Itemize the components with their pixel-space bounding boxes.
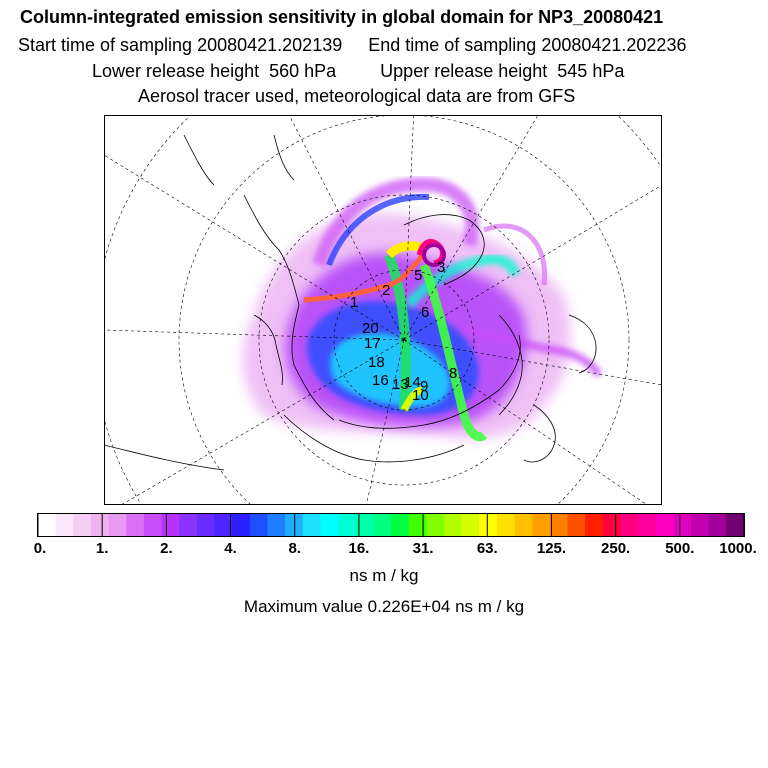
- colorbar-swatch: [443, 514, 463, 536]
- colorbar-tick-label: 8.: [288, 540, 301, 557]
- colorbar-tick-label: 0.: [33, 540, 47, 557]
- plume-field: [243, 177, 603, 442]
- colorbar-tick-label: 31.: [412, 540, 434, 557]
- colorbar-swatch: [620, 514, 639, 536]
- colorbar-swatch: [302, 514, 321, 536]
- colorbar-swatch: [691, 514, 710, 536]
- colorbar-swatch: [532, 514, 551, 536]
- colorbar-swatch: [320, 514, 339, 536]
- colorbar-swatch: [496, 514, 516, 536]
- colorbar-swatch: [585, 514, 604, 536]
- colorbar-swatch: [514, 514, 533, 536]
- colorbar-swatch: [726, 514, 745, 536]
- colorbar-swatch: [232, 514, 251, 536]
- traj-label: 8: [449, 365, 457, 382]
- start-time-label: Start time of sampling 20080421.202139: [18, 35, 343, 55]
- sampling-times: Start time of sampling 20080421.202139 En…: [18, 36, 686, 54]
- colorbar-swatch: [38, 514, 57, 536]
- sensitivity-map: 1 2 5 3 6 20 17 18 16 14 13 9 10 8: [104, 115, 662, 505]
- colorbar-swatch: [408, 514, 427, 536]
- colorbar-swatch: [673, 514, 692, 536]
- colorbar-tick-label: 1.: [95, 540, 109, 557]
- colorbar-swatch: [355, 514, 374, 536]
- colorbar-swatch: [549, 514, 568, 536]
- traj-label: 2: [382, 282, 390, 299]
- colorbar-swatch: [55, 514, 74, 536]
- colorbar-swatch: [567, 514, 586, 536]
- colorbar-tick-label: 500.: [665, 540, 695, 557]
- colorbar-swatch: [426, 514, 445, 536]
- trajectory-labels: 1 2 5 3 6 20 17 18 16 14 13 9 10 8: [350, 259, 457, 404]
- colorbar-swatch: [108, 514, 127, 536]
- colorbar-tick-label: 63.: [476, 540, 498, 557]
- tracer-info: Aerosol tracer used, meteorological data…: [138, 86, 576, 106]
- colorbar-tick-label: 125.: [536, 540, 567, 557]
- traj-label: 3: [437, 259, 445, 276]
- end-time-label: End time of sampling 20080421.202236: [368, 35, 687, 55]
- colorbar-frame: [37, 513, 745, 537]
- traj-label: 14: [404, 374, 421, 391]
- traj-label: 6: [421, 304, 429, 321]
- plot-title: Column-integrated emission sensitivity i…: [20, 7, 664, 27]
- colorbar-swatch: [143, 514, 163, 536]
- colorbar-swatch: [214, 514, 233, 536]
- maximum-value: Maximum value 0.226E+04 ns m / kg: [243, 597, 525, 616]
- colorbar-tick-label: 4.: [224, 540, 237, 557]
- colorbar-swatch: [179, 514, 198, 536]
- colorbar-swatch: [73, 514, 92, 536]
- upper-release-label: Upper release height 545 hPa: [380, 61, 625, 81]
- traj-label: 18: [368, 354, 385, 371]
- colorbar-swatch: [338, 514, 357, 536]
- colorbar-swatch: [196, 514, 215, 536]
- colorbar-swatch: [391, 514, 410, 536]
- colorbar-swatch: [90, 514, 110, 536]
- colorbar-swatch: [161, 514, 180, 536]
- colorbar-tick-label: 2.: [160, 540, 173, 557]
- colorbar-tick-label: 16.: [348, 540, 370, 557]
- traj-label: 13: [392, 376, 409, 393]
- coastlines: [104, 134, 597, 471]
- traj-label: 10: [412, 387, 429, 404]
- colorbar-swatch: [126, 514, 145, 536]
- traj-label: 5: [414, 267, 422, 284]
- colorbar-swatch: [285, 514, 304, 536]
- lower-release-label: Lower release height 560 hPa: [92, 61, 337, 81]
- colorbar-swatch: [655, 514, 674, 536]
- colorbar-unit: ns m / kg: [349, 566, 419, 585]
- colorbar-swatch: [708, 514, 727, 536]
- colorbar-tick-label: 1000.: [719, 540, 757, 557]
- colorbar-tick-label: 250.: [601, 540, 631, 557]
- colorbar-swatch: [249, 514, 268, 536]
- colorbar-swatch: [461, 514, 480, 536]
- release-heights: Lower release height 560 hPa Upper releas…: [92, 62, 624, 80]
- graticule: [104, 115, 662, 505]
- traj-label: 20: [362, 320, 379, 337]
- colorbar-swatch: [373, 514, 392, 536]
- traj-label: 1: [350, 294, 358, 311]
- colorbar: [37, 513, 745, 537]
- traj-label: 9: [420, 378, 428, 395]
- colorbar-swatch: [602, 514, 621, 536]
- traj-label: 16: [372, 372, 389, 389]
- colorbar-swatch: [638, 514, 657, 536]
- colorbar-swatch: [479, 514, 498, 536]
- traj-label: 17: [364, 335, 381, 352]
- colorbar-swatch: [267, 514, 286, 536]
